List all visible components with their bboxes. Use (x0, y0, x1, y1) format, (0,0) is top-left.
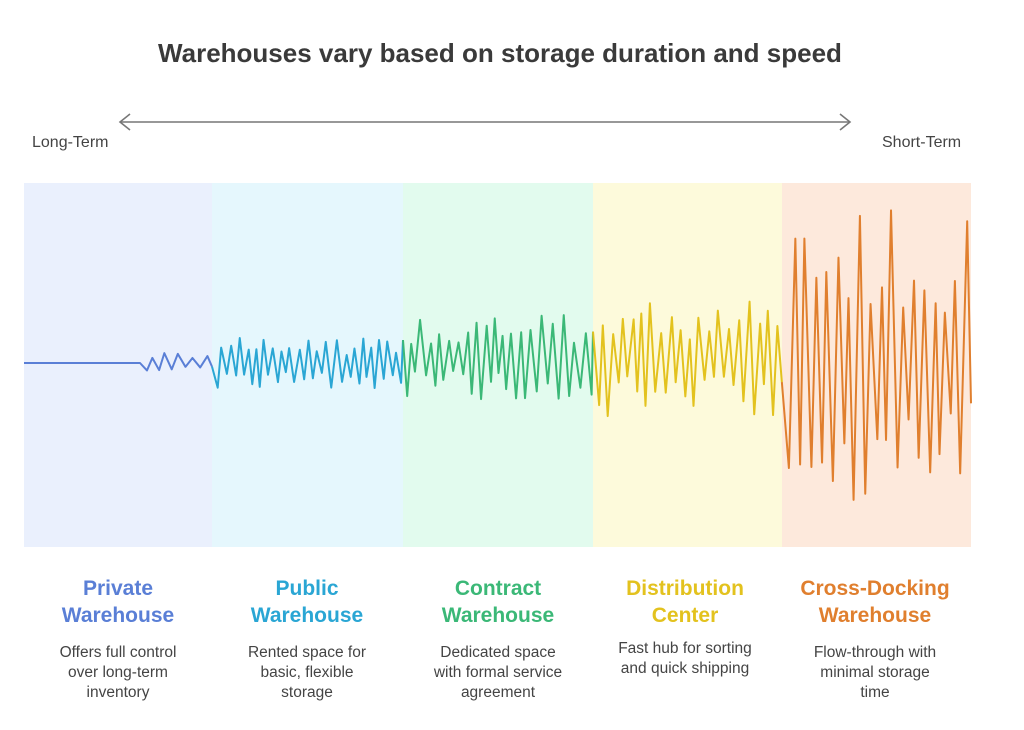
category-cross-docking-warehouse: Cross-Docking Warehouse Flow-through with… (780, 575, 970, 703)
wave-segment (211, 337, 404, 390)
category-description: Fast hub for sorting and quick shipping (618, 640, 752, 677)
wave-segment (402, 314, 594, 401)
diagram-title: Warehouses vary based on storage duratio… (158, 38, 842, 68)
category-name: Public Warehouse (250, 577, 364, 627)
category-description: Rented space for basic, flexible storage (247, 644, 367, 701)
category-contract-warehouse: Contract Warehouse Dedicated space with fo… (403, 575, 593, 703)
category-public-warehouse: Public Warehouse Rented space for basic, f… (212, 575, 402, 703)
category-name: Cross-Docking Warehouse (800, 577, 950, 627)
category-description: Dedicated space with formal service agreem… (433, 644, 563, 701)
short-term-label: Short-Term (882, 134, 962, 151)
category-distribution-center: Distribution Center Fast hub for sorting a… (590, 575, 780, 679)
category-name: Private Warehouse (61, 577, 175, 627)
arrow-right-head-icon (839, 113, 852, 131)
panel-background (212, 183, 403, 547)
duration-arrow (118, 113, 852, 131)
arrow-left-head-icon (118, 113, 131, 131)
long-term-label: Long-Term (32, 134, 109, 151)
category-description: Offers full control over long-term invento… (59, 644, 177, 701)
wave-segment (780, 209, 972, 501)
wave-segment (592, 300, 783, 418)
category-description: Flow-through with minimal storage time (813, 644, 937, 701)
category-name: Distribution Center (626, 577, 744, 627)
category-name: Contract Warehouse (441, 577, 555, 627)
wave-segment (24, 352, 213, 372)
panel-background (24, 183, 212, 547)
category-private-warehouse: Private Warehouse Offers full control over… (23, 575, 213, 703)
